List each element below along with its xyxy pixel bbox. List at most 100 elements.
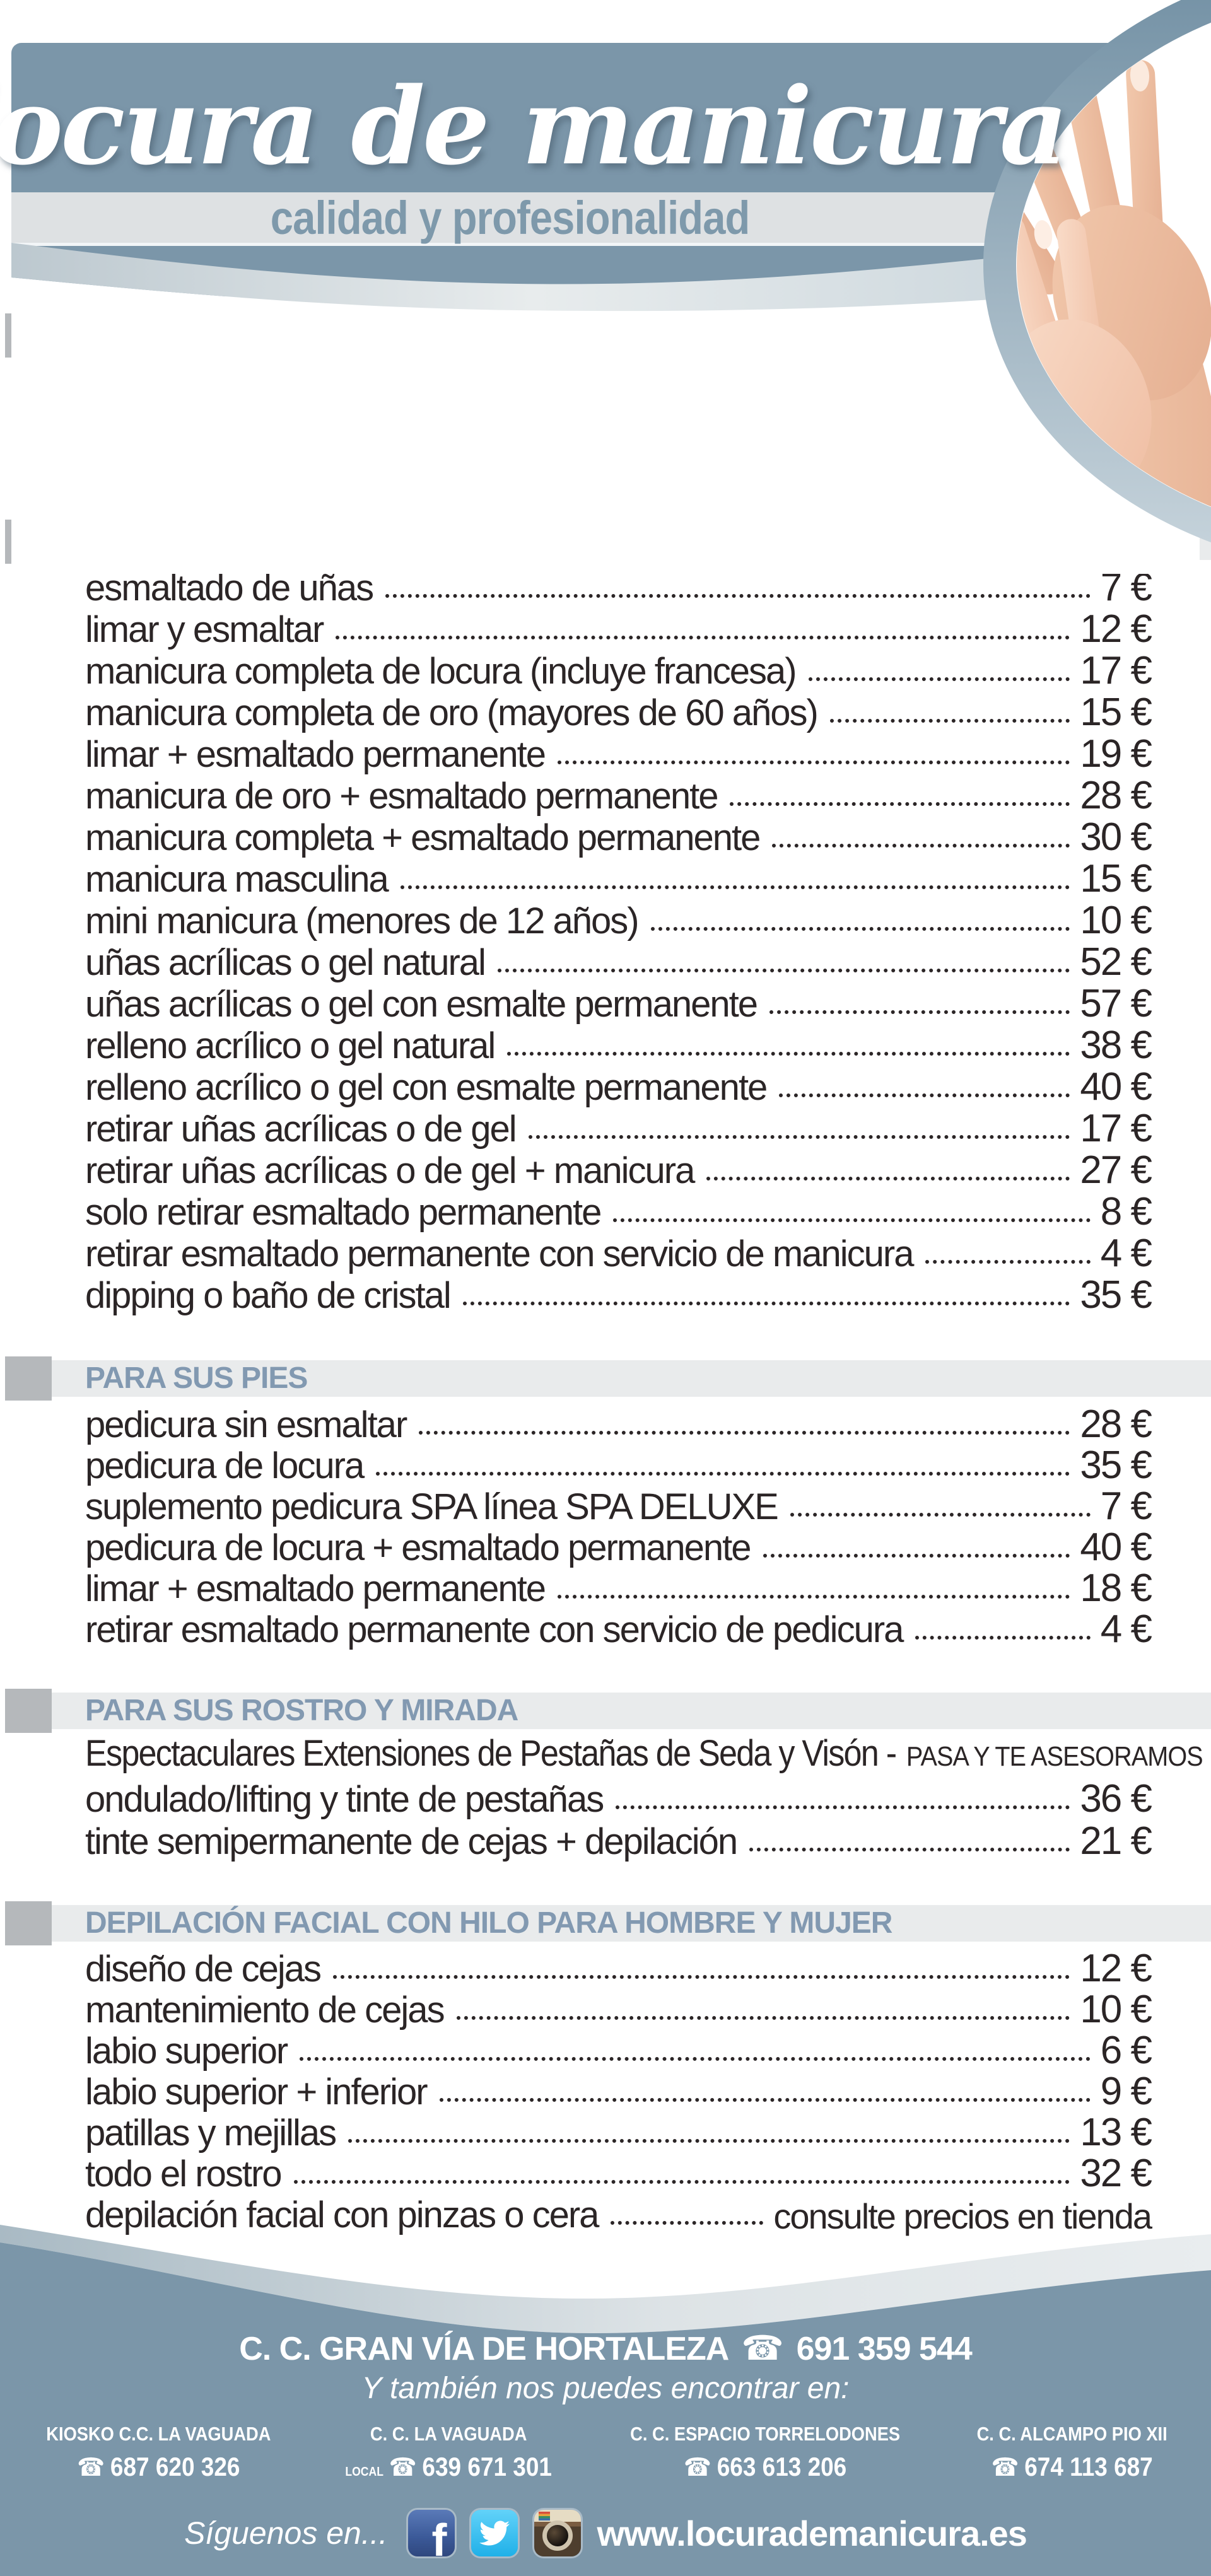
facebook-icon[interactable]: f — [407, 2510, 455, 2556]
price-row: manicura de oro + esmaltado permanente 2… — [85, 773, 1152, 817]
service-label: relleno acrílico o gel con esmalte perma… — [85, 1066, 768, 1108]
dot-leader — [925, 1260, 1091, 1264]
service-label: limar + esmaltado permanente — [85, 1568, 546, 1609]
service-label: limar y esmaltar — [85, 609, 324, 650]
price-row: esmaltado de uñas 7 € — [85, 565, 1152, 609]
location-item: C. C. LA VAGUADA LOCAL ☎ 639 671 301 — [346, 2423, 553, 2482]
price-row: relleno acrílico o gel con esmalte perma… — [85, 1065, 1152, 1108]
service-price: 19 € — [1080, 731, 1152, 776]
service-price: 21 € — [1080, 1819, 1152, 1863]
twitter-icon[interactable] — [471, 2510, 518, 2556]
main-location-name: C. C. GRAN VÍA DE HORTALEZA — [239, 2331, 729, 2367]
service-price: 13 € — [1080, 2110, 1152, 2154]
service-price: 52 € — [1080, 940, 1152, 984]
service-price: 28 € — [1080, 1402, 1152, 1446]
dot-leader — [497, 969, 1070, 972]
dot-leader — [456, 2016, 1070, 2020]
service-price: 67 € — [957, 347, 1029, 392]
price-row: todo el rostro 32 € — [85, 2151, 1152, 2195]
service-label: retirar esmaltado permanente con servici… — [85, 1609, 904, 1650]
price-row: Espectaculares Extensiones de Pestañas d… — [85, 1734, 1203, 1776]
location-item: KIOSKO C.C. LA VAGUADA ☎ 687 620 326 — [46, 2423, 271, 2482]
service-label: 5 mantenimiento de cejas con hilo — [85, 433, 598, 474]
price-row: manicura completa de locura (incluye fra… — [85, 648, 1152, 692]
dot-leader — [727, 418, 947, 422]
service-price: 12 € — [1080, 607, 1152, 651]
price-row: diseño de cejas 12 € — [85, 1947, 1152, 1988]
service-label: suplemento pedicura SPA línea SPA DELUXE — [85, 1486, 779, 1527]
service-label: manicura completa de locura (incluye fra… — [85, 650, 797, 692]
service-label: 5 manicuras de locura (incluye francesa) — [85, 349, 694, 391]
service-price: 10 € — [1080, 898, 1152, 942]
dot-leader — [790, 1513, 1091, 1517]
price-row: limar + esmaltado permanente 19 € — [85, 731, 1152, 776]
dot-leader — [749, 1848, 1070, 1851]
dot-leader — [613, 1218, 1091, 1222]
dot-leader — [763, 1554, 1070, 1558]
price-list-manos: esmaltado de uñas 7 € limar y esmaltar 1… — [85, 565, 1152, 1315]
instagram-icon[interactable] — [534, 2510, 581, 2556]
follow-us-label: Síguenos en... — [184, 2515, 388, 2551]
service-price: 7 € — [1100, 565, 1152, 609]
service-price: 28 € — [1080, 773, 1152, 817]
service-price: 15 € — [1080, 690, 1152, 734]
dot-leader — [348, 2139, 1070, 2143]
location-phone-number: 639 671 301 — [422, 2452, 553, 2481]
service-note: PASA Y TE ASESORAMOS — [906, 1741, 1203, 1772]
price-row: pedicura sin esmaltar 28 € — [85, 1402, 1152, 1446]
section-heading: DEPILACIÓN FACIAL CON HILO PARA HOMBRE Y… — [85, 1906, 892, 1940]
service-label: esmaltado de uñas — [85, 567, 374, 609]
location-phone-line: LOCAL ☎ 639 671 301 — [346, 2452, 553, 2482]
dot-leader — [336, 636, 1070, 639]
price-list-rostro: Espectaculares Extensiones de Pestañas d… — [85, 1734, 1203, 1863]
service-price: 18 € — [1080, 1566, 1152, 1610]
dot-leader — [650, 927, 1070, 931]
service-price: 32 € — [1080, 2151, 1152, 2195]
dot-leader — [400, 885, 1070, 889]
service-price: 8 € — [1100, 1189, 1152, 1233]
price-list-pies: pedicura sin esmaltar 28 € pedicura de l… — [85, 1402, 1152, 1651]
service-price: 40 € — [1080, 1525, 1152, 1569]
section-band-rostro: PARA SUS ROSTRO Y MIRADA — [5, 1689, 1211, 1733]
service-label: manicura completa de oro (mayores de 60 … — [85, 692, 819, 733]
main-location-phone: 691 359 544 — [796, 2331, 973, 2367]
location-phone-prefix: LOCAL — [345, 2465, 384, 2479]
location-phone-number: 663 613 206 — [717, 2452, 846, 2481]
price-row: 5 manicuras de oro (mayores de 60 años) … — [85, 389, 1029, 433]
service-price: 27 € — [1080, 1148, 1152, 1192]
dot-leader — [439, 2098, 1091, 2102]
service-label: manicura masculina — [85, 858, 389, 900]
service-price: 60 € — [957, 389, 1029, 433]
service-label: ondulado/lifting y tinte de pestañas — [85, 1778, 604, 1820]
service-label: mantenimiento de cejas — [85, 1989, 445, 2031]
phone-icon: ☎ — [76, 2454, 105, 2481]
service-price: 4 € — [1100, 1231, 1152, 1275]
price-row: depilación facial con pinzas o cera cons… — [85, 2193, 1152, 2234]
price-row: retirar esmaltado permanente con servici… — [85, 1231, 1152, 1275]
price-row: solo retirar esmaltado permanente 8 € — [85, 1189, 1152, 1233]
service-label: tinte semipermanente de cejas + depilaci… — [85, 1821, 738, 1862]
instagram-rainbow-stripe — [538, 2512, 550, 2521]
service-label: todo el rostro — [85, 2153, 283, 2194]
service-price: 17 € — [1080, 648, 1152, 692]
website-url[interactable]: www.locurademanicura.es — [597, 2513, 1027, 2553]
price-row: limar + esmaltado permanente 18 € — [85, 1566, 1152, 1610]
phone-icon: ☎ — [741, 2329, 784, 2367]
dot-leader — [385, 594, 1091, 598]
location-phone-number: 687 620 326 — [110, 2452, 240, 2481]
price-row: uñas acrílicas o gel con esmalte permane… — [85, 982, 1152, 1023]
location-phone-line: ☎ 687 620 326 — [46, 2452, 271, 2482]
service-label: pedicura de locura + esmaltado permanent… — [85, 1527, 752, 1568]
dot-leader — [706, 376, 947, 380]
price-row: pedicura de locura 35 € — [85, 1444, 1152, 1485]
service-price: 9 € — [1100, 2069, 1152, 2113]
service-label: 5 manicuras de oro (mayores de 60 años) — [85, 391, 717, 433]
service-price: 4 € — [1100, 1607, 1152, 1651]
section-band-pies: PARA SUS PIES — [5, 1356, 1211, 1401]
service-label: uñas acrílicas o gel natural — [85, 941, 486, 983]
dot-leader — [462, 1302, 1070, 1305]
location-item: C. C. ALCAMPO PIO XII ☎ 674 113 687 — [977, 2423, 1167, 2482]
price-row: retirar uñas acrílicas o de gel + manicu… — [85, 1148, 1152, 1192]
section-heading: PARA SUS ROSTRO Y MIRADA — [85, 1694, 518, 1727]
dot-leader — [419, 1431, 1070, 1435]
